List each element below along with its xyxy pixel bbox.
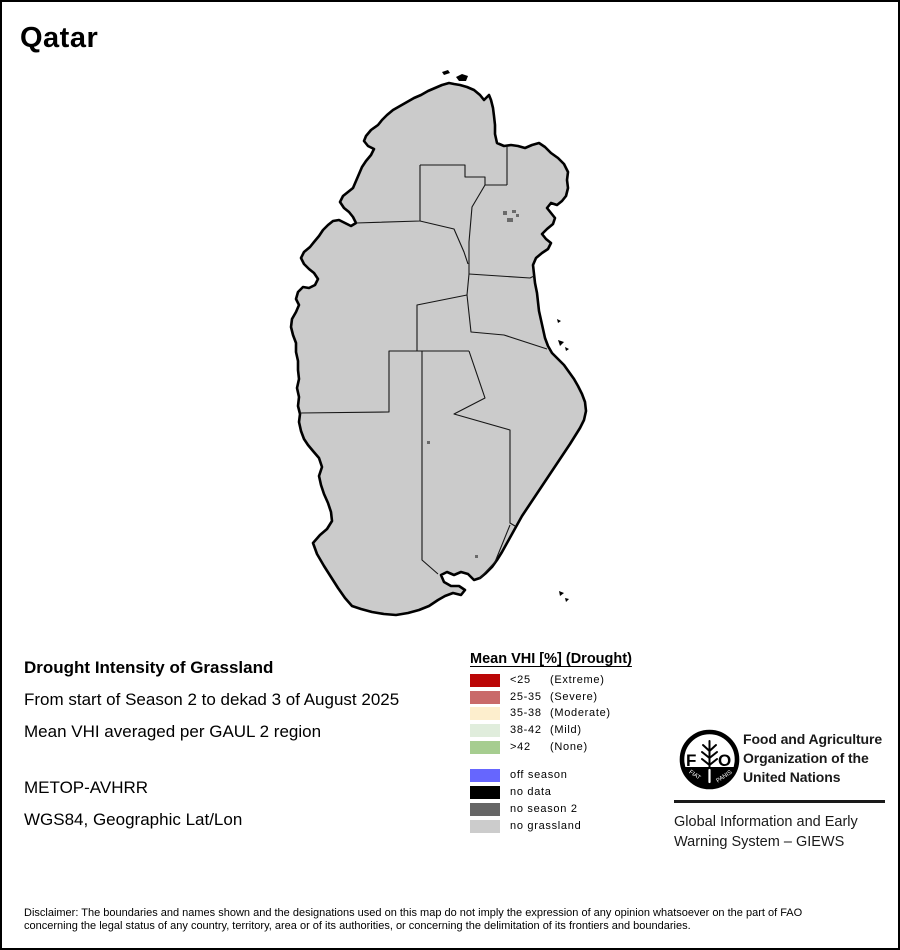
- legend-swatch: [470, 740, 500, 754]
- legend-row: no data: [470, 785, 552, 799]
- region-boundary: [468, 184, 486, 274]
- legend-row: 35-38 (Moderate): [470, 706, 611, 720]
- legend-qualifier: (None): [550, 741, 588, 753]
- region-boundary: [421, 351, 439, 575]
- period-line: From start of Season 2 to dekad 3 of Aug…: [24, 690, 400, 709]
- fao-letter-o: O: [718, 751, 731, 770]
- projection-line: WGS84, Geographic Lat/Lon: [24, 810, 243, 829]
- legend-row: no season 2: [470, 802, 578, 816]
- legend-value: 35-38: [510, 707, 542, 719]
- legend-value: <25: [510, 674, 531, 686]
- legend-row: 25-35 (Severe): [470, 690, 598, 704]
- legend-swatch: [470, 690, 500, 704]
- legend-label: no season 2: [510, 803, 578, 815]
- legend-swatch: [470, 723, 500, 737]
- legend-qualifier: (Moderate): [550, 707, 611, 719]
- disclaimer: Disclaimer: The boundaries and names sho…: [24, 907, 802, 933]
- page-title: Qatar: [20, 22, 99, 54]
- region-boundary: [468, 273, 535, 279]
- legend-row: no grassland: [470, 819, 581, 833]
- no-season2-pixels: [427, 210, 519, 558]
- legend-row: >42 (None): [470, 740, 588, 754]
- legend-value: 25-35: [510, 691, 542, 703]
- legend-label: no data: [510, 786, 552, 798]
- legend-label: no grassland: [510, 820, 582, 832]
- legend-qualifier: (Extreme): [550, 674, 605, 686]
- legend-swatch: [470, 706, 500, 720]
- fao-name-line: United Nations: [743, 769, 841, 785]
- giews-line: Warning System – GIEWS: [674, 834, 845, 850]
- aggregation-line: Mean VHI averaged per GAUL 2 region: [24, 722, 322, 741]
- admin-boundaries: [299, 146, 548, 580]
- legend-swatch: [470, 768, 500, 782]
- region-boundary: [466, 273, 548, 350]
- fao-logo: F O FIAT PANIS: [679, 729, 740, 790]
- fao-name-line: Organization of the: [743, 750, 869, 766]
- region-boundary: [299, 294, 468, 414]
- legend-swatch: [470, 802, 500, 816]
- disclaimer-line: concerning the legal status of any count…: [24, 920, 691, 932]
- fao-letter-f: F: [686, 751, 696, 770]
- legend-label: off season: [510, 769, 568, 781]
- legend-qualifier: (Severe): [550, 691, 598, 703]
- legend-title: Mean VHI [%] (Drought): [470, 651, 632, 667]
- region-boundary: [419, 220, 469, 265]
- legend-row: off season: [470, 768, 568, 782]
- giews-name: Global Information and Early Warning Sys…: [674, 812, 858, 852]
- legend-value: 38-42: [510, 724, 542, 736]
- divider-rule: [674, 800, 885, 803]
- map-subject-heading: Drought Intensity of Grassland: [24, 658, 274, 677]
- region-boundary: [453, 350, 516, 527]
- legend-qualifier: (Mild): [550, 724, 582, 736]
- sensor-line: METOP-AVHRR: [24, 778, 149, 797]
- wheat-ear-icon: [701, 740, 718, 772]
- legend-swatch: [470, 785, 500, 799]
- fao-name: Food and Agriculture Organization of the…: [743, 730, 882, 787]
- country-outline: [289, 81, 588, 617]
- fao-name-line: Food and Agriculture: [743, 731, 883, 747]
- region-boundary: [420, 164, 507, 186]
- legend-row: 38-42 (Mild): [470, 723, 582, 737]
- legend-swatch: [470, 819, 500, 833]
- region-boundary: [478, 524, 511, 580]
- legend-swatch: [470, 673, 500, 687]
- islands: [442, 70, 569, 602]
- legend-value: >42: [510, 741, 531, 753]
- disclaimer-line: Disclaimer: The boundaries and names sho…: [24, 907, 803, 919]
- legend-row: <25 (Extreme): [470, 673, 605, 687]
- giews-line: Global Information and Early: [674, 814, 858, 830]
